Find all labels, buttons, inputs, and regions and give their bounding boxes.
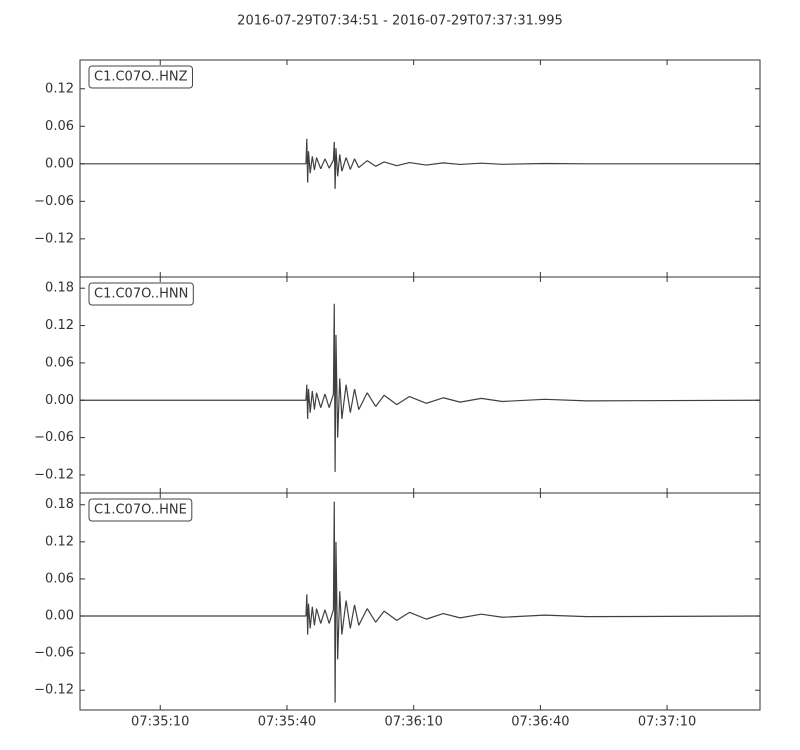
trace-label: C1.C07O..HNZ	[94, 70, 188, 85]
y-tick-label: 0.06	[45, 355, 74, 370]
y-tick-label: 0.12	[45, 534, 74, 549]
y-tick-label: −0.12	[34, 467, 74, 482]
y-tick-label: 0.00	[45, 156, 74, 171]
y-tick-label: 0.18	[45, 497, 74, 512]
x-tick-label: 07:36:10	[384, 715, 442, 730]
y-tick-label: 0.06	[45, 571, 74, 586]
y-tick-label: 0.12	[45, 318, 74, 333]
waveform	[80, 138, 760, 189]
trace-label: C1.C07O..HNN	[94, 287, 188, 302]
trace-label-box	[88, 282, 194, 306]
trace-label: C1.C07O..HNE	[94, 503, 187, 518]
y-tick-label: −0.12	[34, 231, 74, 246]
waveform	[80, 501, 761, 703]
x-tick-label: 07:35:40	[258, 715, 316, 730]
y-tick-label: 0.00	[45, 393, 74, 408]
trace-label-box	[88, 498, 193, 522]
y-tick-label: 0.18	[45, 281, 74, 296]
y-tick-label: −0.06	[34, 646, 74, 661]
panel-frame	[79, 492, 761, 711]
x-tick-label: 07:37:10	[638, 715, 696, 730]
x-tick-label: 07:35:10	[131, 715, 189, 730]
y-tick-label: 0.00	[45, 609, 74, 624]
y-tick-label: 0.06	[45, 119, 74, 134]
y-tick-label: 0.12	[45, 81, 74, 96]
trace-label-box	[88, 65, 193, 89]
chart-title: 2016-07-29T07:34:51 - 2016-07-29T07:37:3…	[237, 14, 563, 29]
y-tick-label: −0.06	[34, 194, 74, 209]
waveform	[80, 303, 761, 472]
x-tick-label: 07:36:40	[511, 715, 569, 730]
y-tick-label: −0.06	[34, 430, 74, 445]
y-tick-label: −0.12	[34, 683, 74, 698]
